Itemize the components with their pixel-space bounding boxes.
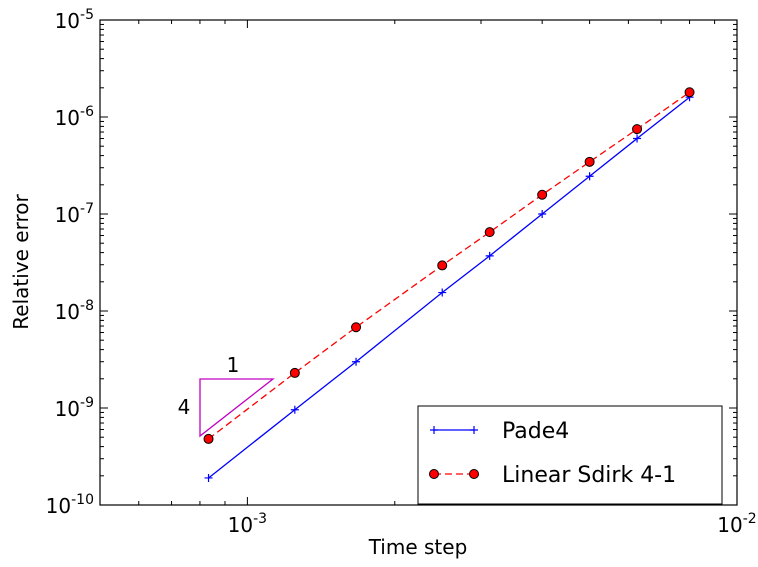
legend-marker-0: [470, 426, 478, 434]
y-tick-label: 10-7: [55, 201, 94, 227]
series-0-point: [438, 288, 447, 297]
slope-rise-label: 4: [178, 395, 191, 419]
y-tick-label: 10-10: [46, 492, 94, 518]
y-tick-label: 10-5: [55, 7, 94, 33]
series-0-point: [290, 405, 299, 414]
legend: Pade4 Linear Sdirk 4-1: [417, 405, 723, 505]
slope-run-label: 1: [227, 353, 240, 377]
series-0-point: [352, 357, 361, 366]
series-line-1: [208, 91, 690, 440]
series-0-point: [538, 210, 547, 218]
series-1-point: [437, 260, 448, 271]
legend-box: [417, 405, 723, 505]
series-0-point: [204, 473, 213, 482]
series-1-point: [684, 87, 695, 98]
legend-label-0: Pade4: [502, 419, 569, 444]
series-1-point: [203, 433, 214, 444]
legend-label-1: Linear Sdirk 4-1: [502, 463, 676, 488]
series-0-point: [485, 251, 494, 260]
y-tick-label: 10-6: [55, 104, 95, 130]
legend-marker-0: [430, 426, 438, 434]
series-1-point: [289, 367, 300, 378]
series-1-point: [537, 189, 548, 200]
y-tick-label: 10-9: [55, 395, 94, 421]
x-tick-label: 10-3: [228, 511, 267, 537]
legend-marker-1: [469, 469, 479, 479]
series-1-point: [632, 124, 643, 135]
y-tick-label: 10-8: [55, 298, 94, 324]
legend-marker-1: [429, 469, 439, 479]
slope-triangle: [199, 378, 275, 438]
series-0-point: [633, 134, 642, 143]
series-1-point: [351, 322, 362, 333]
axes-frame: [99, 19, 738, 506]
x-axis-label: Time step: [368, 535, 468, 559]
series-0-point: [585, 172, 594, 181]
series-1-point: [584, 156, 595, 167]
y-axis-label: Relative error: [9, 194, 33, 330]
series-1-point: [484, 227, 495, 238]
x-tick-label: 10-2: [717, 511, 756, 537]
plot-layer: 14: [178, 87, 695, 482]
